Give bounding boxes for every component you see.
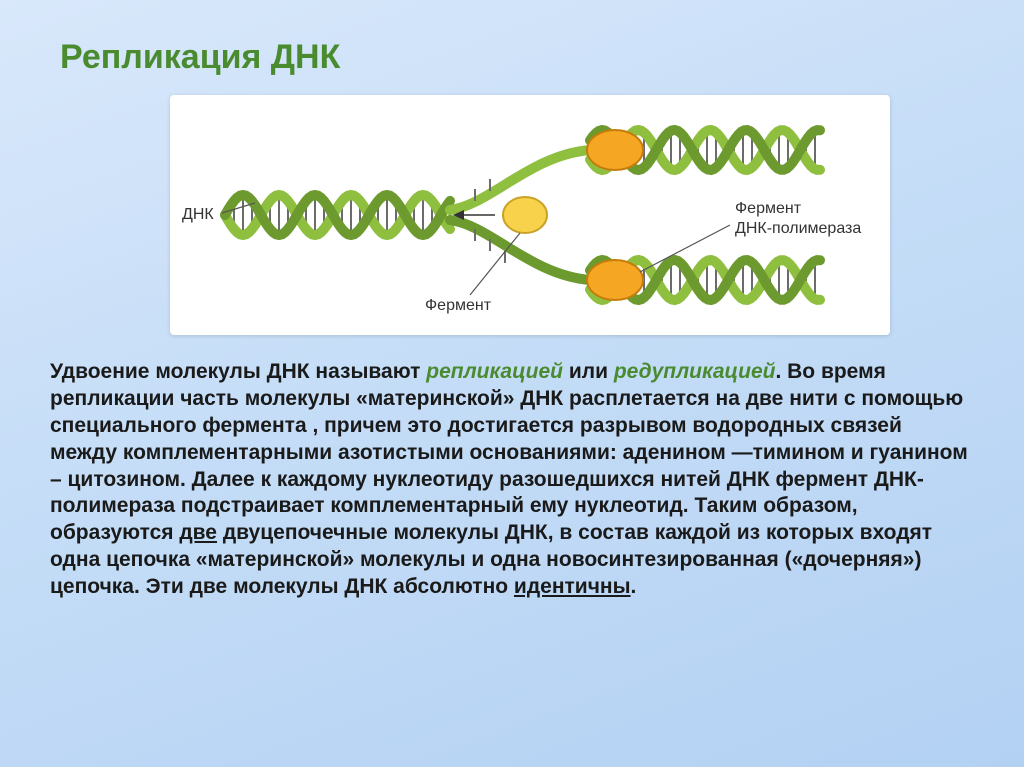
label-polymerase-line1: Фермент (735, 200, 802, 217)
polymerase-top (587, 130, 643, 170)
dna-diagram: ДНК Фермент Фермент ДНК-полимераза (170, 95, 890, 335)
text-run: репликацией (426, 360, 563, 383)
dna-diagram-svg: ДНК Фермент Фермент ДНК-полимераза (170, 95, 890, 335)
polymerase-bottom (587, 260, 643, 300)
slide: Репликация ДНК (0, 0, 1024, 767)
label-dna: ДНК (182, 206, 214, 223)
label-polymerase-line2: ДНК-полимераза (735, 220, 861, 237)
text-run: Удвоение молекулы ДНК называют (50, 360, 426, 383)
text-run: две (179, 521, 217, 544)
label-enzyme: Фермент (425, 297, 492, 314)
slide-title: Репликация ДНК (60, 38, 974, 77)
body-paragraph: Удвоение молекулы ДНК называют репликаци… (50, 359, 974, 601)
text-run: . (631, 575, 637, 598)
text-run: идентичны (514, 575, 631, 598)
text-run: или (563, 360, 614, 383)
text-run: . Во время репликации часть молекулы «ма… (50, 360, 968, 544)
text-run: редупликацией (614, 360, 776, 383)
helicase-enzyme (503, 197, 547, 233)
